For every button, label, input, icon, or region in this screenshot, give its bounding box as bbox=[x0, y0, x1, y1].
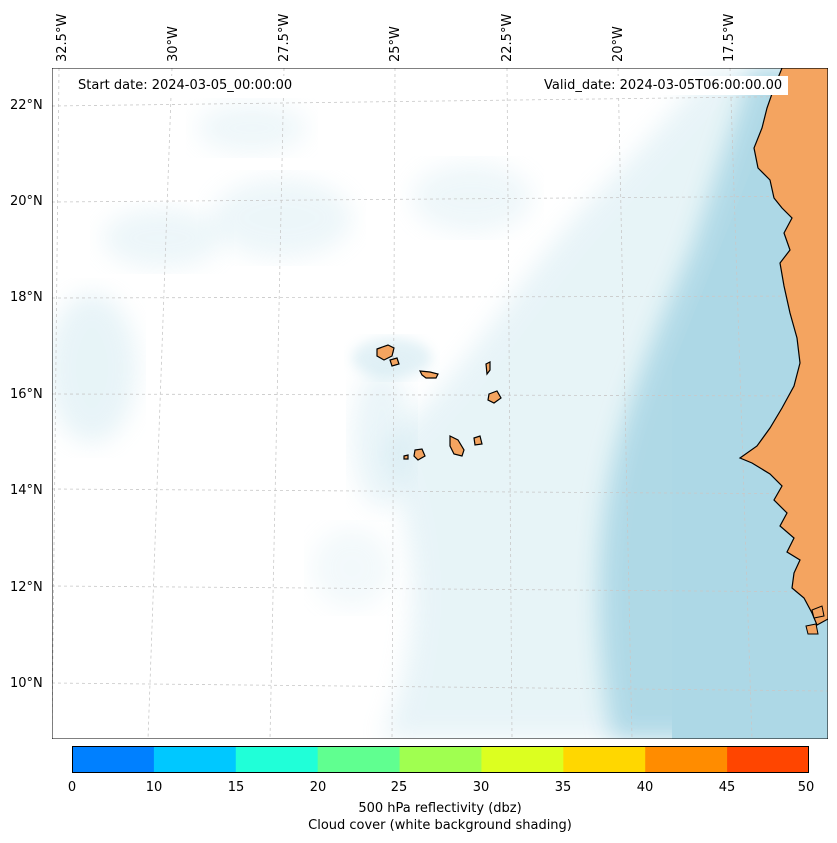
colorbar-tick-10: 10 bbox=[145, 780, 163, 795]
colorbar-segment-8 bbox=[727, 746, 809, 773]
island-sao-vicente bbox=[389, 357, 400, 367]
colorbar-tick-45: 45 bbox=[718, 780, 736, 795]
colorbar-tick-35: 35 bbox=[554, 780, 572, 795]
colorbar-segment-5 bbox=[481, 746, 564, 773]
map-panel[interactable] bbox=[52, 68, 828, 739]
island-boa-vista bbox=[487, 390, 502, 404]
colorbar-segment-4 bbox=[399, 746, 482, 773]
colorbar-segment-2 bbox=[235, 746, 319, 773]
colorbar-tick-15: 15 bbox=[227, 780, 245, 795]
colorbar-segment-0 bbox=[72, 746, 155, 773]
lat-label-16n: 16°N bbox=[10, 387, 43, 402]
island-sao-nicolau bbox=[418, 370, 439, 379]
cloud-cover-shading bbox=[52, 68, 828, 739]
island-sal bbox=[485, 361, 491, 376]
island-fogo bbox=[413, 448, 426, 461]
lat-label-10n: 10°N bbox=[10, 676, 43, 691]
colorbar-segment-7 bbox=[645, 746, 728, 773]
island-santiago bbox=[449, 435, 465, 457]
lon-label-25w: 25°W bbox=[388, 26, 403, 62]
gridlines bbox=[52, 68, 828, 739]
island-maio bbox=[473, 435, 483, 446]
colorbar-label: 500 hPa reflectivity (dbz) bbox=[358, 801, 522, 816]
lat-label-12n: 12°N bbox=[10, 580, 43, 595]
lat-label-22n: 22°N bbox=[10, 98, 43, 113]
start-date-label: Start date: 2024-03-05_00:00:00 bbox=[72, 76, 299, 95]
colorbar-tick-20: 20 bbox=[309, 780, 327, 795]
lat-label-18n: 18°N bbox=[10, 290, 43, 305]
colorbar-tick-0: 0 bbox=[67, 780, 77, 795]
colorbar-sublabel: Cloud cover (white background shading) bbox=[308, 818, 572, 833]
bijagos-islands bbox=[805, 605, 825, 635]
colorbar-tick-40: 40 bbox=[636, 780, 654, 795]
african-coast-land bbox=[738, 68, 828, 626]
lon-label-20w: 20°W bbox=[611, 26, 626, 62]
colorbar bbox=[72, 746, 809, 773]
valid-date-label: Valid_date: 2024-03-05T06:00:00.00 bbox=[538, 76, 789, 95]
colorbar-tick-50: 50 bbox=[797, 780, 815, 795]
lon-label-27-5w: 27.5°W bbox=[277, 13, 292, 62]
island-brava bbox=[403, 454, 409, 460]
colorbar-tick-25: 25 bbox=[390, 780, 408, 795]
colorbar-segment-1 bbox=[153, 746, 237, 773]
lat-label-20n: 20°N bbox=[10, 194, 43, 209]
lon-label-32-5w: 32.5°W bbox=[55, 13, 70, 62]
colorbar-segment-3 bbox=[317, 746, 401, 773]
cabo-verde-islands bbox=[376, 344, 502, 461]
lon-label-30w: 30°W bbox=[166, 26, 181, 62]
colorbar-tick-30: 30 bbox=[472, 780, 490, 795]
island-santo-antao bbox=[376, 344, 395, 361]
lon-label-22-5w: 22.5°W bbox=[500, 13, 515, 62]
lat-label-14n: 14°N bbox=[10, 483, 43, 498]
lon-label-17-5w: 17.5°W bbox=[722, 13, 737, 62]
colorbar-segment-6 bbox=[563, 746, 646, 773]
